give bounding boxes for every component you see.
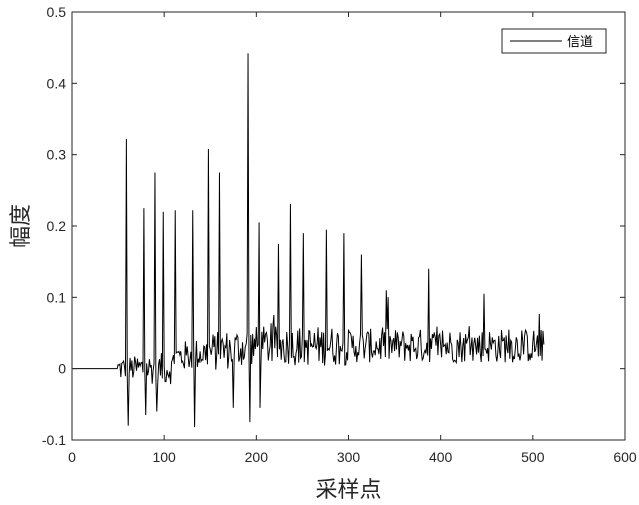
y-tick-label: 0.4 (47, 75, 67, 91)
x-tick-label: 500 (521, 449, 545, 465)
x-axis-label: 采样点 (315, 478, 381, 503)
y-tick-label: 0.1 (47, 289, 67, 305)
y-tick-label: 0.5 (47, 4, 67, 20)
x-tick-label: 100 (152, 449, 176, 465)
x-tick-label: 0 (68, 449, 76, 465)
y-tick-label: 0.2 (47, 218, 67, 234)
legend: 信道 (502, 29, 606, 53)
x-tick-label: 200 (245, 449, 269, 465)
legend-label: 信道 (567, 35, 593, 50)
x-tick-label: 300 (337, 449, 361, 465)
y-tick-label: -0.1 (42, 432, 66, 448)
x-tick-label: 400 (429, 449, 453, 465)
y-axis-label: 幅度 (9, 204, 34, 248)
y-tick-label: 0.3 (47, 147, 67, 163)
y-tick-label: 0 (58, 361, 66, 377)
x-tick-label: 600 (613, 449, 637, 465)
